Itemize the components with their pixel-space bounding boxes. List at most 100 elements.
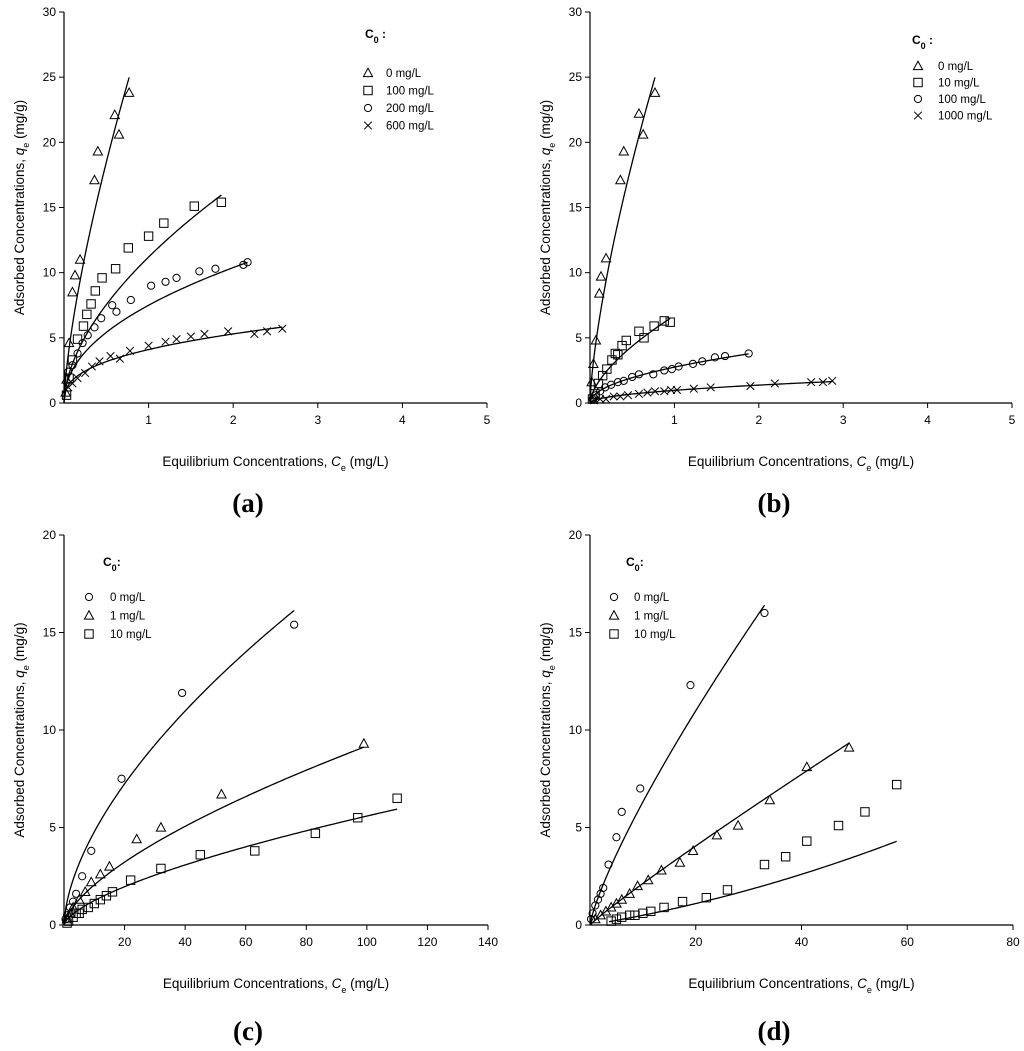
legend-marker [363,85,373,96]
data-point [643,388,652,397]
data-point [646,906,656,917]
data-point [126,295,135,305]
x-tick-label: 1 [671,413,678,427]
data-point [200,329,209,339]
series-10-mg-L [606,779,902,926]
panel-a: 0 5 10 15 20 25 30 1 2 3 4 5 Equilibrium Concentrati… [12,5,491,518]
data-point [80,368,90,378]
legend-title: C0 : [365,27,386,45]
x-tick-label: 100 [357,935,377,949]
data-point [860,807,870,817]
legend-marker [363,121,373,130]
legend-label: 1 mg/L [110,611,146,623]
data-point [74,253,86,264]
y-tick-label: 5 [575,331,582,345]
y-tick-label: 30 [43,5,57,19]
legend-label: 10 mg/L [634,629,676,641]
data-point [674,856,686,867]
data-point [590,334,602,345]
y-tick-label: 15 [43,626,57,640]
data-point [634,389,644,399]
data-point [106,351,115,361]
data-point [155,821,167,832]
legend-label: 1 mg/L [634,611,670,623]
data-point [195,267,204,276]
data-point [95,357,104,366]
data-point [665,317,675,327]
data-point [711,829,723,840]
fit-curve [589,353,749,403]
fit-curve [589,604,766,926]
x-tick-label: 80 [300,935,314,949]
y-tick-label: 20 [43,135,57,149]
data-point [744,349,753,358]
x-axis-label: Equilibrium Concentrations, Ce (mg/L) [162,454,388,473]
data-point [262,327,272,336]
data-point [67,901,79,912]
data-point [619,376,628,385]
legend-label: 0 mg/L [634,592,670,604]
fit-curve [63,808,398,926]
data-point [159,218,169,228]
data-point [621,335,631,346]
panel-label: (b) [758,488,791,518]
data-point [172,273,181,282]
data-point [672,385,682,395]
data-point [602,364,612,374]
fit-curve [589,77,656,403]
data-point [67,286,78,297]
y-tick-label: 0 [49,918,56,932]
series-600-mg-L [63,324,287,402]
data-point [143,231,154,241]
data-point [82,309,92,320]
data-point [659,902,669,913]
y-tick-label: 5 [49,821,56,835]
series-0-mg-L [61,609,299,925]
x-axis-label: Equilibrium Concentrations, Ce (mg/L) [688,976,914,995]
fit-curve [63,326,283,402]
data-point [178,688,187,698]
x-tick-label: 20 [118,935,132,949]
data-point [595,394,605,404]
data-point [125,875,136,885]
legend-label: 10 mg/L [938,78,980,90]
legend-marker [912,60,924,71]
data-point [161,277,170,286]
data-point [616,392,625,401]
data-point [770,379,779,388]
data-point [687,845,699,855]
data-point [172,334,181,344]
data-point [630,910,640,920]
data-point [69,269,81,280]
data-point [780,852,791,862]
legend-label: 100 mg/L [938,94,987,106]
legend-label: 10 mg/L [110,629,152,641]
x-tick-label: 5 [484,413,491,427]
data-point [802,836,812,846]
legend-marker [913,111,923,120]
y-tick-label: 0 [575,396,582,410]
data-point [144,341,153,350]
x-tick-label: 4 [924,413,931,427]
legend-label: 0 mg/L [386,68,422,80]
data-point [250,329,259,339]
x-axis-label: Equilibrium Concentrations, Ce (mg/L) [163,976,389,995]
x-tick-label: 2 [755,413,762,427]
data-point [843,741,855,752]
data-point [89,174,100,185]
data-point [611,914,622,924]
x-tick-label: 80 [1006,935,1020,949]
data-point [601,394,611,404]
data-point [79,886,91,896]
data-point [223,327,233,336]
data-point [156,863,166,874]
x-tick-label: 60 [901,935,915,949]
data-point [115,354,124,363]
fit-curve [589,380,833,404]
data-point [649,86,661,97]
y-tick-label: 0 [49,396,56,410]
legend-label: 100 mg/L [386,86,435,98]
data-point [666,385,676,395]
data-point [655,864,667,875]
series-10-mg-L [587,316,675,404]
